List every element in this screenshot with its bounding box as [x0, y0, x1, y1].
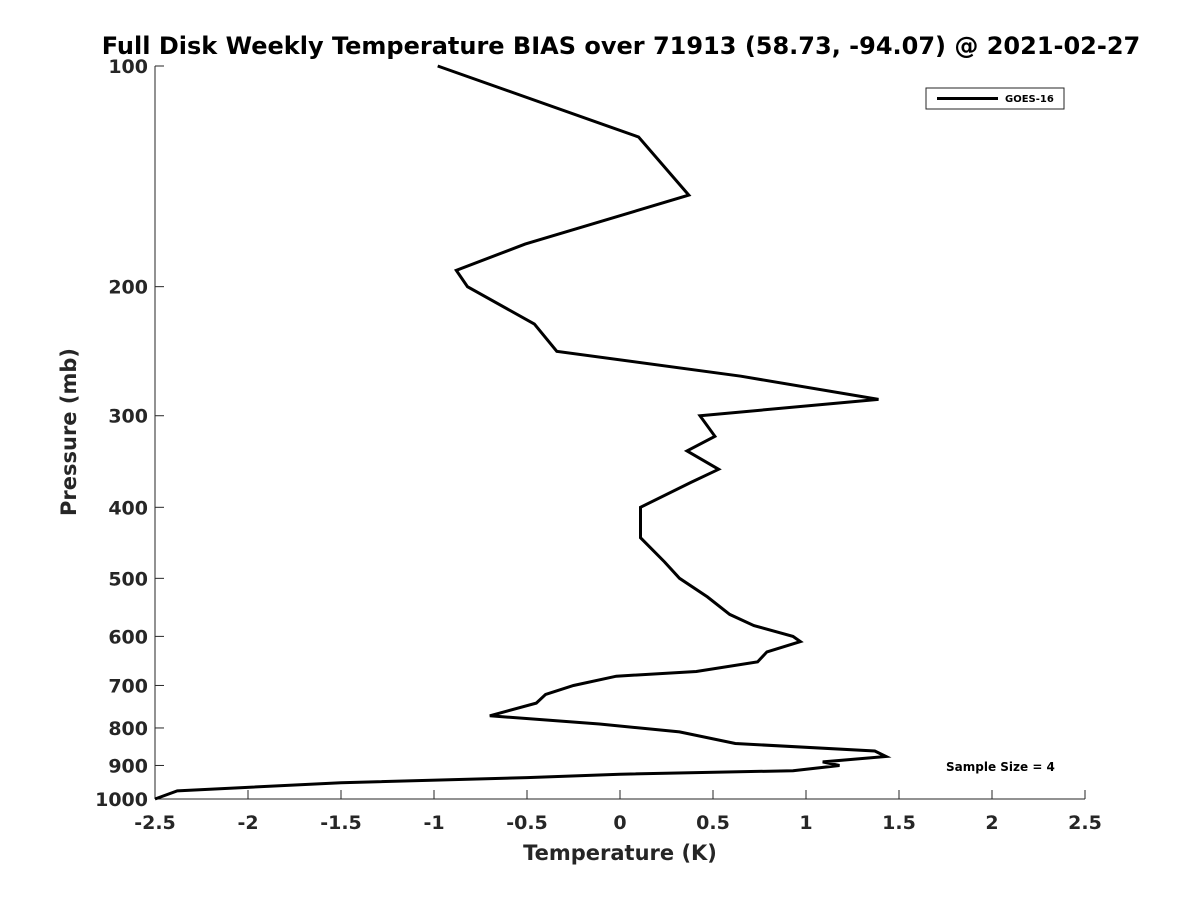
legend: GOES-16 — [925, 87, 1065, 110]
y-axis-label: Pressure (mb) — [57, 348, 81, 516]
y-tick-label: 400 — [108, 497, 148, 519]
x-tick-label: 1 — [799, 812, 812, 834]
x-tick-label: 1.5 — [882, 812, 916, 834]
x-tick-label: 0.5 — [696, 812, 730, 834]
chart-title: Full Disk Weekly Temperature BIAS over 7… — [102, 32, 1141, 60]
y-tick-label: 200 — [108, 277, 148, 299]
y-axis-ticks: 100 200 300 400 500 600 700 800 900 1000 — [95, 56, 164, 811]
y-tick-label: 900 — [108, 755, 148, 777]
x-tick-label: -2.5 — [134, 812, 176, 834]
x-tick-label: 2 — [985, 812, 998, 834]
y-tick-label: 800 — [108, 718, 148, 740]
x-axis-ticks: -2.5 -2 -1.5 -1 -0.5 0 0.5 1 1.5 2 2.5 — [134, 790, 1102, 834]
y-tick-label: 100 — [108, 56, 148, 78]
x-tick-label: 2.5 — [1068, 812, 1102, 834]
sample-size-annotation: Sample Size = 4 — [946, 760, 1055, 774]
y-tick-label: 1000 — [95, 789, 148, 811]
y-tick-label: 500 — [108, 568, 148, 590]
x-tick-label: 0 — [613, 812, 626, 834]
series-line-goes-16 — [154, 64, 892, 801]
legend-label: GOES-16 — [1005, 94, 1054, 105]
x-tick-label: -2 — [237, 812, 258, 834]
x-tick-label: -1 — [423, 812, 444, 834]
y-tick-label: 300 — [108, 406, 148, 428]
y-tick-label: 700 — [108, 675, 148, 697]
x-axis-label: Temperature (K) — [523, 841, 717, 865]
x-tick-label: -0.5 — [506, 812, 548, 834]
y-tick-label: 600 — [108, 626, 148, 648]
x-tick-label: -1.5 — [320, 812, 362, 834]
